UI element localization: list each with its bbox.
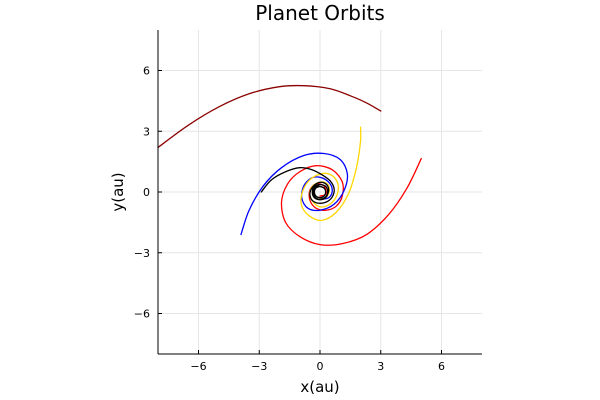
y-tick-label: 0 — [143, 186, 150, 199]
y-tick-label: 3 — [143, 125, 150, 138]
orbit-series-line — [311, 183, 329, 201]
x-tick-label: 6 — [438, 360, 445, 373]
y-tick-label: −6 — [134, 308, 150, 321]
x-tick-label: −6 — [190, 360, 206, 373]
y-tick-label: −3 — [134, 247, 150, 260]
grid-layer — [158, 30, 482, 354]
chart-title: Planet Orbits — [255, 1, 385, 25]
y-tick-label: 6 — [143, 65, 150, 78]
series-layer — [157, 84, 422, 246]
orbit-series-line — [157, 84, 382, 149]
x-tick-label: 0 — [317, 360, 324, 373]
y-axis-label: y(au) — [109, 172, 127, 211]
orbit-series-line — [240, 152, 349, 236]
orbit-series-line — [313, 185, 327, 199]
x-tick-label: −3 — [251, 360, 267, 373]
tick-label-layer: −6 −3 0 3 6 −6 −3 0 3 6 — [134, 65, 445, 374]
x-tick-label: 3 — [377, 360, 384, 373]
x-axis-label: x(au) — [300, 378, 339, 396]
